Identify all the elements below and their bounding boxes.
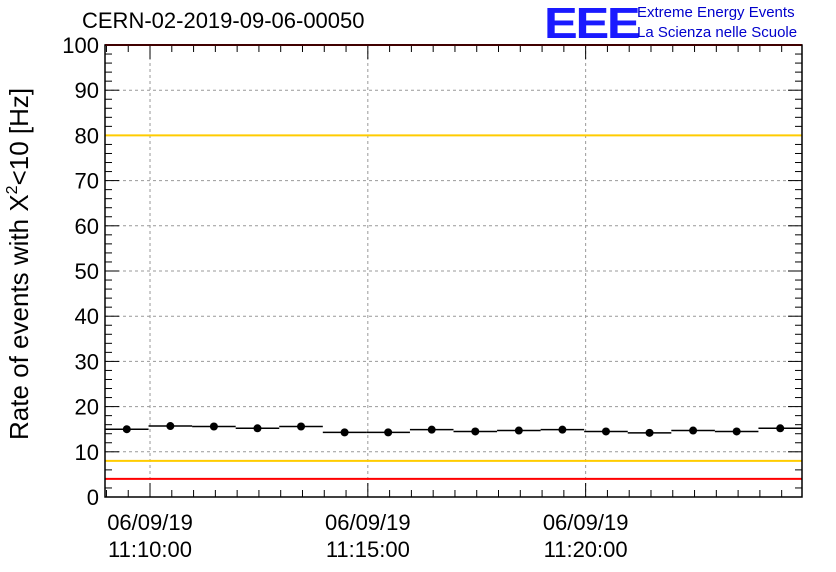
data-point [732,427,741,436]
x-tick-label-time: 11:10:00 [108,537,192,562]
data-point [297,422,306,431]
y-tick-label: 10 [75,440,99,465]
data-point [384,428,393,437]
logo-subtitle-line2: La Scienza nelle Scuole [637,24,798,41]
x-tick-label-time: 11:15:00 [326,537,410,562]
chart-title: CERN-02-2019-09-06-00050 [82,8,365,33]
logo-subtitle-line1: Extreme Energy Events [637,4,795,21]
y-tick-label: 0 [87,485,99,510]
data-point [209,422,218,431]
data-point [427,425,436,434]
x-tick-label-date: 06/09/19 [325,510,411,535]
data-point [122,425,131,434]
x-tick-label-date: 06/09/19 [543,510,629,535]
data-point [558,425,567,434]
data-point [776,424,785,433]
data-point [253,424,262,433]
data-point [645,428,654,437]
data-point [601,427,610,436]
y-tick-label: 30 [75,349,99,374]
y-tick-label: 20 [75,395,99,420]
y-tick-label: 90 [75,78,99,103]
plot-frame [104,44,803,498]
y-tick-label: 40 [75,304,99,329]
eee-logo: EEE [544,0,641,48]
data-point [340,428,349,437]
data-point [471,427,480,436]
y-tick-label: 60 [75,214,99,239]
y-tick-label: 70 [75,169,99,194]
data-point [166,422,175,431]
x-tick-label-date: 06/09/19 [107,510,193,535]
y-tick-label: 100 [62,33,99,58]
data-point [689,426,698,435]
x-tick-label-time: 11:20:00 [544,537,628,562]
y-tick-label: 80 [75,123,99,148]
data-point [514,426,523,435]
y-tick-label: 50 [75,259,99,284]
